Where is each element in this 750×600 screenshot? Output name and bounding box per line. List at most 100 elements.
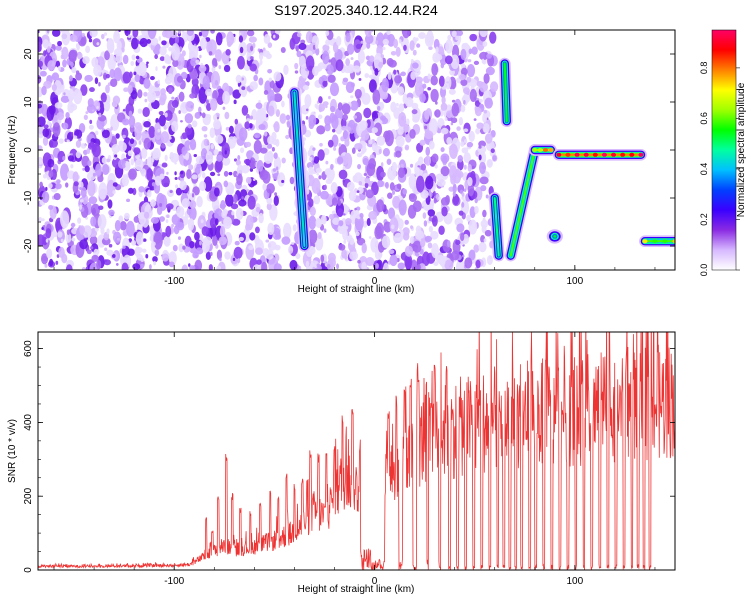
- spectrogram-noise-blob: [404, 144, 410, 151]
- spectrogram-noise-blob: [128, 110, 133, 118]
- spectrogram-noise-blob: [436, 178, 446, 187]
- snr-series-line: [38, 332, 675, 570]
- spectrogram-noise-blob: [136, 247, 143, 253]
- spectrogram-noise-blob: [250, 45, 254, 52]
- spectrogram-noise-blob: [227, 188, 234, 195]
- spectrogram-noise-blob: [267, 89, 275, 104]
- spectrogram-noise-blob: [439, 257, 446, 267]
- spectrogram-noise-blob: [79, 199, 84, 203]
- spectrogram-noise-blob: [85, 45, 91, 54]
- spectrogram-noise-blob: [210, 30, 215, 34]
- spectrogram-noise-blob: [308, 114, 317, 127]
- spectrogram-noise-blob: [46, 30, 50, 34]
- spectrogram-noise-blob: [107, 199, 113, 209]
- figure-title: S197.2025.340.12.44.R24: [274, 2, 438, 18]
- spectrogram-noise-blob: [460, 105, 466, 113]
- spectrogram-noise-blob: [330, 105, 336, 113]
- spectrogram-noise-blob: [480, 185, 487, 192]
- spectrogram-noise-blob: [471, 46, 478, 55]
- spectrogram-noise-blob: [193, 153, 198, 158]
- spectrogram-noise-blob: [68, 49, 78, 59]
- spectrogram-noise-blob: [51, 72, 60, 81]
- spectrogram-noise-blob: [466, 141, 474, 148]
- spectrogram-noise-blob: [42, 128, 50, 138]
- spectrogram-noise-blob: [400, 163, 404, 168]
- spectrogram-noise-blob: [96, 42, 100, 46]
- spectrogram-noise-blob: [351, 147, 356, 155]
- spectrogram-noise-blob: [89, 119, 93, 124]
- spectrogram-noise-blob: [228, 125, 234, 134]
- spectrogram-noise-blob: [212, 235, 218, 246]
- spectrogram-noise-blob: [350, 82, 355, 88]
- spectrogram-noise-blob: [180, 71, 188, 80]
- spectrogram-noise-blob: [328, 95, 331, 100]
- spectrogram-noise-blob: [182, 140, 185, 145]
- spectrogram-noise-blob: [159, 56, 165, 62]
- spectrogram-noise-blob: [237, 164, 244, 175]
- spectrogram-noise-blob: [438, 196, 441, 201]
- spectrogram-noise-blob: [438, 225, 445, 236]
- spectrogram-noise-blob: [353, 115, 358, 119]
- spectrogram-noise-blob: [172, 244, 178, 252]
- spectrogram-noise-blob: [267, 240, 277, 251]
- snr-x-label: Height of straight line (km): [298, 584, 415, 595]
- spectrogram-noise-blob: [355, 231, 360, 237]
- spectrogram-noise-blob: [196, 163, 202, 169]
- spectrogram-noise-blob: [316, 263, 320, 268]
- spectrogram-noise-blob: [160, 143, 166, 149]
- spectrogram-noise-blob: [362, 158, 369, 166]
- spectrogram-noise-blob: [168, 261, 175, 268]
- spectrogram-noise-blob: [167, 87, 173, 95]
- spectrogram-noise-blob: [185, 153, 190, 161]
- spectrogram-noise-blob: [43, 124, 49, 129]
- spectrogram-noise-blob: [162, 65, 166, 69]
- spectrogram-noise-blob: [115, 53, 123, 64]
- spectrogram-noise-blob: [130, 60, 135, 66]
- y-tick-label: 0: [23, 567, 34, 573]
- spectrogram-noise-blob: [38, 116, 46, 127]
- spectrogram-noise-blob: [342, 130, 348, 140]
- spectrogram-noise-blob: [166, 171, 169, 175]
- snr-y-label: SNR (10 * v/v): [7, 419, 18, 483]
- spectrogram-noise-blob: [263, 90, 269, 95]
- spectrogram-noise-blob: [75, 72, 83, 81]
- spectrogram-noise-blob: [479, 30, 489, 38]
- y-tick-label: 400: [23, 414, 34, 431]
- spectrogram-noise-blob: [451, 102, 460, 117]
- spectrogram-noise-blob: [393, 107, 400, 119]
- spectrogram-noise-blob: [218, 236, 228, 245]
- spectrogram-noise-blob: [200, 219, 204, 224]
- spectrogram-noise-blob: [245, 141, 252, 148]
- spectrogram-noise-blob: [272, 234, 276, 237]
- x-tick-label: -100: [164, 276, 184, 287]
- spectrogram-noise-blob: [189, 200, 197, 209]
- spectrogram-noise-blob: [191, 174, 198, 180]
- spectrogram-noise-blob: [338, 143, 342, 147]
- y-tick-label: 0: [23, 147, 34, 153]
- spectrogram-noise-blob: [42, 173, 47, 179]
- spectrogram-noise-blob: [152, 256, 158, 263]
- spectrogram-noise-blob: [412, 240, 422, 253]
- spectrogram-noise-blob: [275, 233, 282, 240]
- spectrogram-noise-blob: [305, 115, 309, 120]
- spectrogram-noise-blob: [387, 166, 397, 181]
- spectrogram-noise-blob: [206, 103, 212, 112]
- spectrogram-noise-blob: [345, 218, 352, 225]
- spectrogram-features: [288, 57, 675, 262]
- spectrogram-noise-blob: [214, 218, 219, 226]
- spectrogram-noise-blob: [84, 165, 90, 173]
- spectrogram-noise-blob: [366, 162, 376, 177]
- spectrogram-noise-blob: [196, 38, 199, 43]
- spectrogram-noise-blob: [463, 152, 471, 164]
- spectrogram-noise-blob: [195, 59, 200, 65]
- spectrogram-noise-blob: [444, 259, 454, 270]
- spectrogram-noise-blob: [392, 195, 401, 209]
- spectrogram-noise-blob: [180, 171, 184, 175]
- spectrogram-noise-blob: [424, 155, 432, 166]
- spectrogram-noise-blob: [478, 145, 482, 149]
- spectrogram-noise-blob: [102, 164, 110, 176]
- spectrogram-noise-blob: [415, 225, 422, 234]
- spectrogram-noise-blob: [386, 30, 391, 36]
- spectrogram-noise-blob: [245, 176, 252, 184]
- spectrogram-noise-blob: [79, 225, 85, 235]
